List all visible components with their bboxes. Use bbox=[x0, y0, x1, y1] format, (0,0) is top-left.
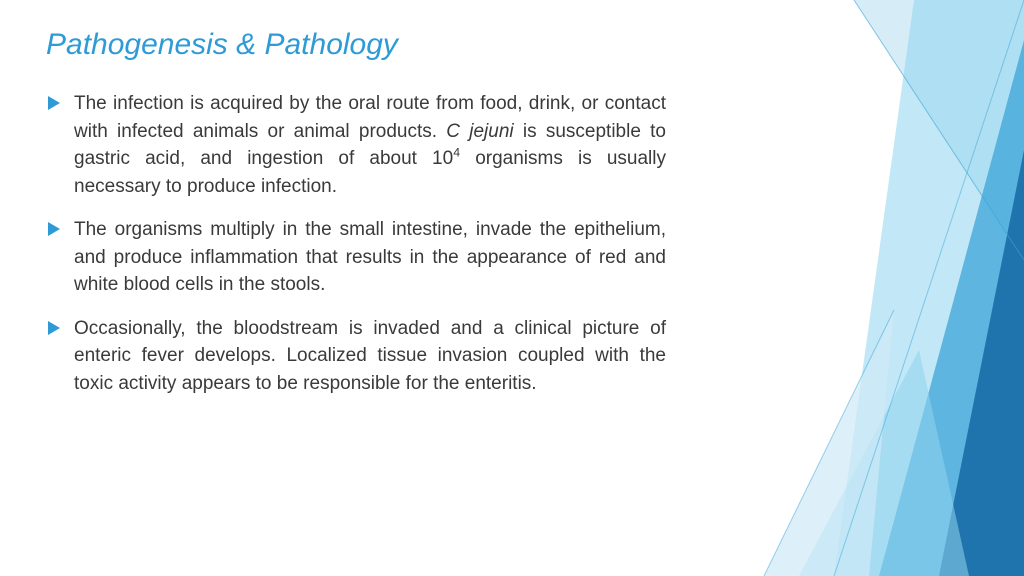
facet-shape bbox=[764, 310, 894, 576]
content-area: Pathogenesis & Pathology The infection i… bbox=[46, 28, 666, 413]
bullet-item: Occasionally, the bloodstream is invaded… bbox=[46, 315, 666, 398]
bullet-text: Occasionally, the bloodstream is invaded… bbox=[74, 318, 666, 394]
facet-shape bbox=[799, 350, 969, 576]
facet-shape bbox=[939, 150, 1024, 576]
facet-shape bbox=[854, 0, 1024, 260]
facet-edge bbox=[854, 0, 1024, 260]
bullet-text: The organisms multiply in the small inte… bbox=[74, 219, 666, 295]
bullet-text-italic: C jejuni bbox=[446, 121, 513, 142]
bullet-item: The organisms multiply in the small inte… bbox=[46, 216, 666, 299]
facet-edge bbox=[764, 310, 894, 576]
facet-edge bbox=[834, 0, 1024, 576]
facet-shape bbox=[834, 0, 1024, 576]
bullet-list: The infection is acquired by the oral ro… bbox=[46, 90, 666, 397]
facet-decoration bbox=[704, 0, 1024, 576]
slide: Pathogenesis & Pathology The infection i… bbox=[0, 0, 1024, 576]
slide-title: Pathogenesis & Pathology bbox=[46, 28, 666, 62]
facet-shape bbox=[879, 40, 1024, 576]
bullet-item: The infection is acquired by the oral ro… bbox=[46, 90, 666, 200]
